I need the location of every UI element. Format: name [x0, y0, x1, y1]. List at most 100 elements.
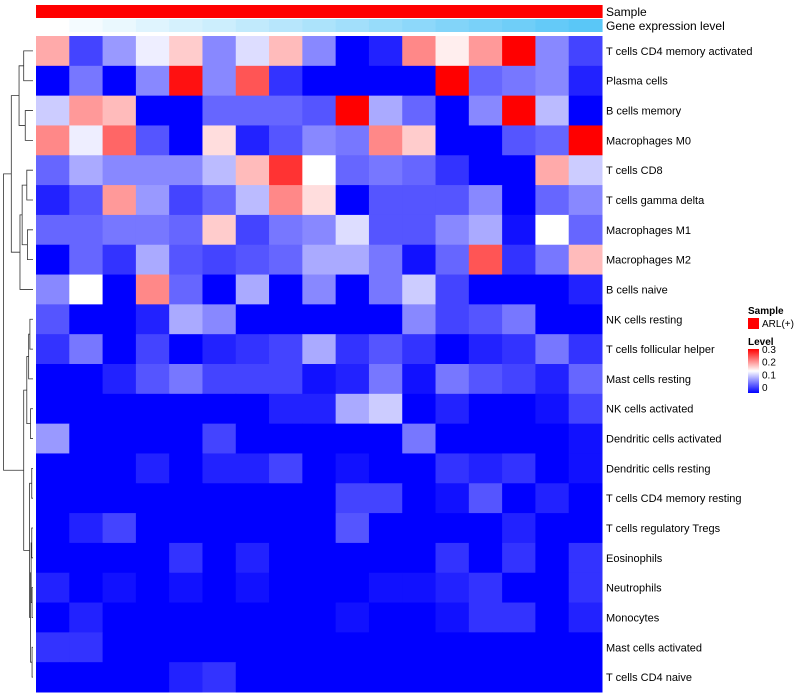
heatmap-cell: [269, 125, 303, 156]
heatmap-cell: [202, 274, 237, 305]
heatmap-cell: [568, 662, 603, 693]
heatmap-cell: [402, 602, 437, 633]
heatmap-cell: [568, 364, 603, 395]
heatmap-cell: [502, 244, 536, 276]
heatmap-cell: [69, 304, 104, 335]
heatmap-cell: [69, 513, 104, 544]
heatmap-cell: [135, 155, 170, 186]
heatmap-cell: [435, 632, 470, 663]
heatmap-cell: [502, 632, 536, 663]
heatmap-cell: [202, 453, 237, 484]
heatmap-cell: [302, 632, 337, 663]
row-label: NK cells activated: [606, 404, 693, 416]
heatmap-cell: [402, 483, 437, 514]
heatmap-cell: [335, 513, 370, 544]
heatmap-cells: [36, 36, 603, 693]
heatmap-cell: [36, 334, 70, 365]
heatmap-cell: [69, 125, 104, 156]
heatmap-cell: [69, 393, 104, 425]
row-label: B cells naive: [606, 285, 668, 297]
heatmap-cell: [135, 274, 170, 305]
heatmap-cell: [502, 36, 536, 67]
dendrogram-branch: [18, 65, 26, 126]
gene-expression-annotation-cell: [302, 19, 337, 32]
heatmap-cell: [535, 65, 570, 97]
heatmap-cell: [468, 364, 503, 395]
heatmap-cell: [235, 632, 270, 663]
heatmap-cell: [169, 185, 203, 216]
gene-expression-annotation-cell: [368, 19, 403, 32]
heatmap-cell: [135, 214, 170, 246]
heatmap-cell: [235, 364, 270, 395]
heatmap-cell: [36, 572, 70, 604]
row-labels: T cells CD4 memory activated Plasma cells…: [606, 46, 753, 684]
heatmap-cell: [535, 662, 570, 693]
heatmap-cell: [235, 393, 270, 425]
heatmap-cell: [535, 393, 570, 425]
heatmap-cell: [435, 602, 470, 633]
sample-annotation-cell: [202, 5, 237, 18]
heatmap-cell: [135, 36, 170, 67]
level-legend-tick: 0.3: [762, 345, 776, 356]
heatmap-cell: [502, 393, 536, 425]
heatmap-cell: [535, 304, 570, 335]
heatmap-cell: [169, 95, 203, 126]
dendrogram-branch: [27, 229, 33, 261]
heatmap-cell: [535, 36, 570, 67]
heatmap-cell: [202, 393, 237, 425]
heatmap-cell: [368, 65, 403, 97]
heatmap-cell: [402, 304, 437, 335]
heatmap-cell: [568, 572, 603, 604]
heatmap-cell: [335, 393, 370, 425]
heatmap-cell: [468, 632, 503, 663]
heatmap-cell: [169, 274, 203, 305]
heatmap-cell: [302, 662, 337, 693]
heatmap-cell: [535, 155, 570, 186]
heatmap-cell: [169, 662, 203, 693]
gene-expression-annotation-cell: [36, 19, 70, 32]
heatmap-cell: [435, 274, 470, 305]
heatmap-cell: [235, 65, 270, 97]
heatmap-cell: [302, 364, 337, 395]
heatmap-cell: [368, 393, 403, 425]
heatmap-cell: [69, 453, 104, 484]
heatmap-cell: [102, 304, 137, 335]
row-label: T cells gamma delta: [606, 195, 705, 207]
heatmap-cell: [502, 572, 536, 604]
heatmap-cell: [335, 572, 370, 604]
heatmap-cell: [435, 214, 470, 246]
heatmap-cell: [302, 125, 337, 156]
heatmap-cell: [36, 632, 70, 663]
heatmap-cell: [535, 125, 570, 156]
heatmap-cell: [169, 334, 203, 365]
heatmap-cell: [368, 304, 403, 335]
heatmap-cell: [135, 572, 170, 604]
heatmap-cell: [402, 125, 437, 156]
heatmap-cell: [535, 513, 570, 544]
heatmap-cell: [368, 513, 403, 544]
heatmap-cell: [235, 483, 270, 514]
dendrogram-branch: [30, 408, 33, 439]
heatmap-cell: [169, 513, 203, 544]
heatmap-cell: [269, 36, 303, 67]
heatmap-cell: [568, 393, 603, 425]
heatmap-cell: [468, 214, 503, 246]
heatmap-cell: [102, 95, 137, 126]
heatmap-cell: [202, 155, 237, 186]
heatmap-cell: [335, 155, 370, 186]
heatmap-cell: [568, 274, 603, 305]
heatmap-cell: [535, 95, 570, 126]
heatmap-cell: [269, 274, 303, 305]
heatmap-cell: [468, 334, 503, 365]
sample-annotation-cell: [368, 5, 403, 18]
heatmap-cell: [102, 214, 137, 246]
sample-annotation-cell: [235, 5, 270, 18]
heatmap-cell: [202, 572, 237, 604]
heatmap-cell: [202, 423, 237, 454]
row-label: Macrophages M0: [606, 135, 691, 147]
heatmap-cell: [468, 95, 503, 126]
row-label: T cells CD4 memory activated: [606, 46, 753, 58]
heatmap-cell: [169, 632, 203, 663]
heatmap-cell: [302, 214, 337, 246]
gene-expression-annotation-cell: [169, 19, 204, 32]
